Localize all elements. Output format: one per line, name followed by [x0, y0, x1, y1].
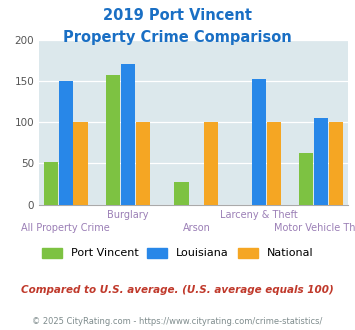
- Legend: Port Vincent, Louisiana, National: Port Vincent, Louisiana, National: [37, 243, 318, 263]
- Text: Motor Vehicle Theft: Motor Vehicle Theft: [274, 223, 355, 233]
- Bar: [174, 182, 189, 205]
- Text: Arson: Arson: [182, 223, 211, 233]
- Text: Burglary: Burglary: [108, 210, 149, 219]
- Bar: [106, 75, 120, 205]
- Bar: [299, 152, 313, 205]
- Bar: [204, 122, 218, 205]
- Bar: [329, 122, 343, 205]
- Bar: [44, 162, 58, 205]
- Bar: [59, 81, 73, 205]
- Text: 2019 Port Vincent: 2019 Port Vincent: [103, 8, 252, 23]
- Text: Property Crime Comparison: Property Crime Comparison: [63, 30, 292, 45]
- Text: © 2025 CityRating.com - https://www.cityrating.com/crime-statistics/: © 2025 CityRating.com - https://www.city…: [32, 317, 323, 326]
- Text: Larceny & Theft: Larceny & Theft: [220, 210, 298, 219]
- Text: Compared to U.S. average. (U.S. average equals 100): Compared to U.S. average. (U.S. average …: [21, 285, 334, 295]
- Bar: [314, 118, 328, 205]
- Bar: [267, 122, 281, 205]
- Bar: [136, 122, 150, 205]
- Bar: [73, 122, 88, 205]
- Bar: [121, 64, 135, 205]
- Text: All Property Crime: All Property Crime: [21, 223, 110, 233]
- Bar: [252, 79, 266, 205]
